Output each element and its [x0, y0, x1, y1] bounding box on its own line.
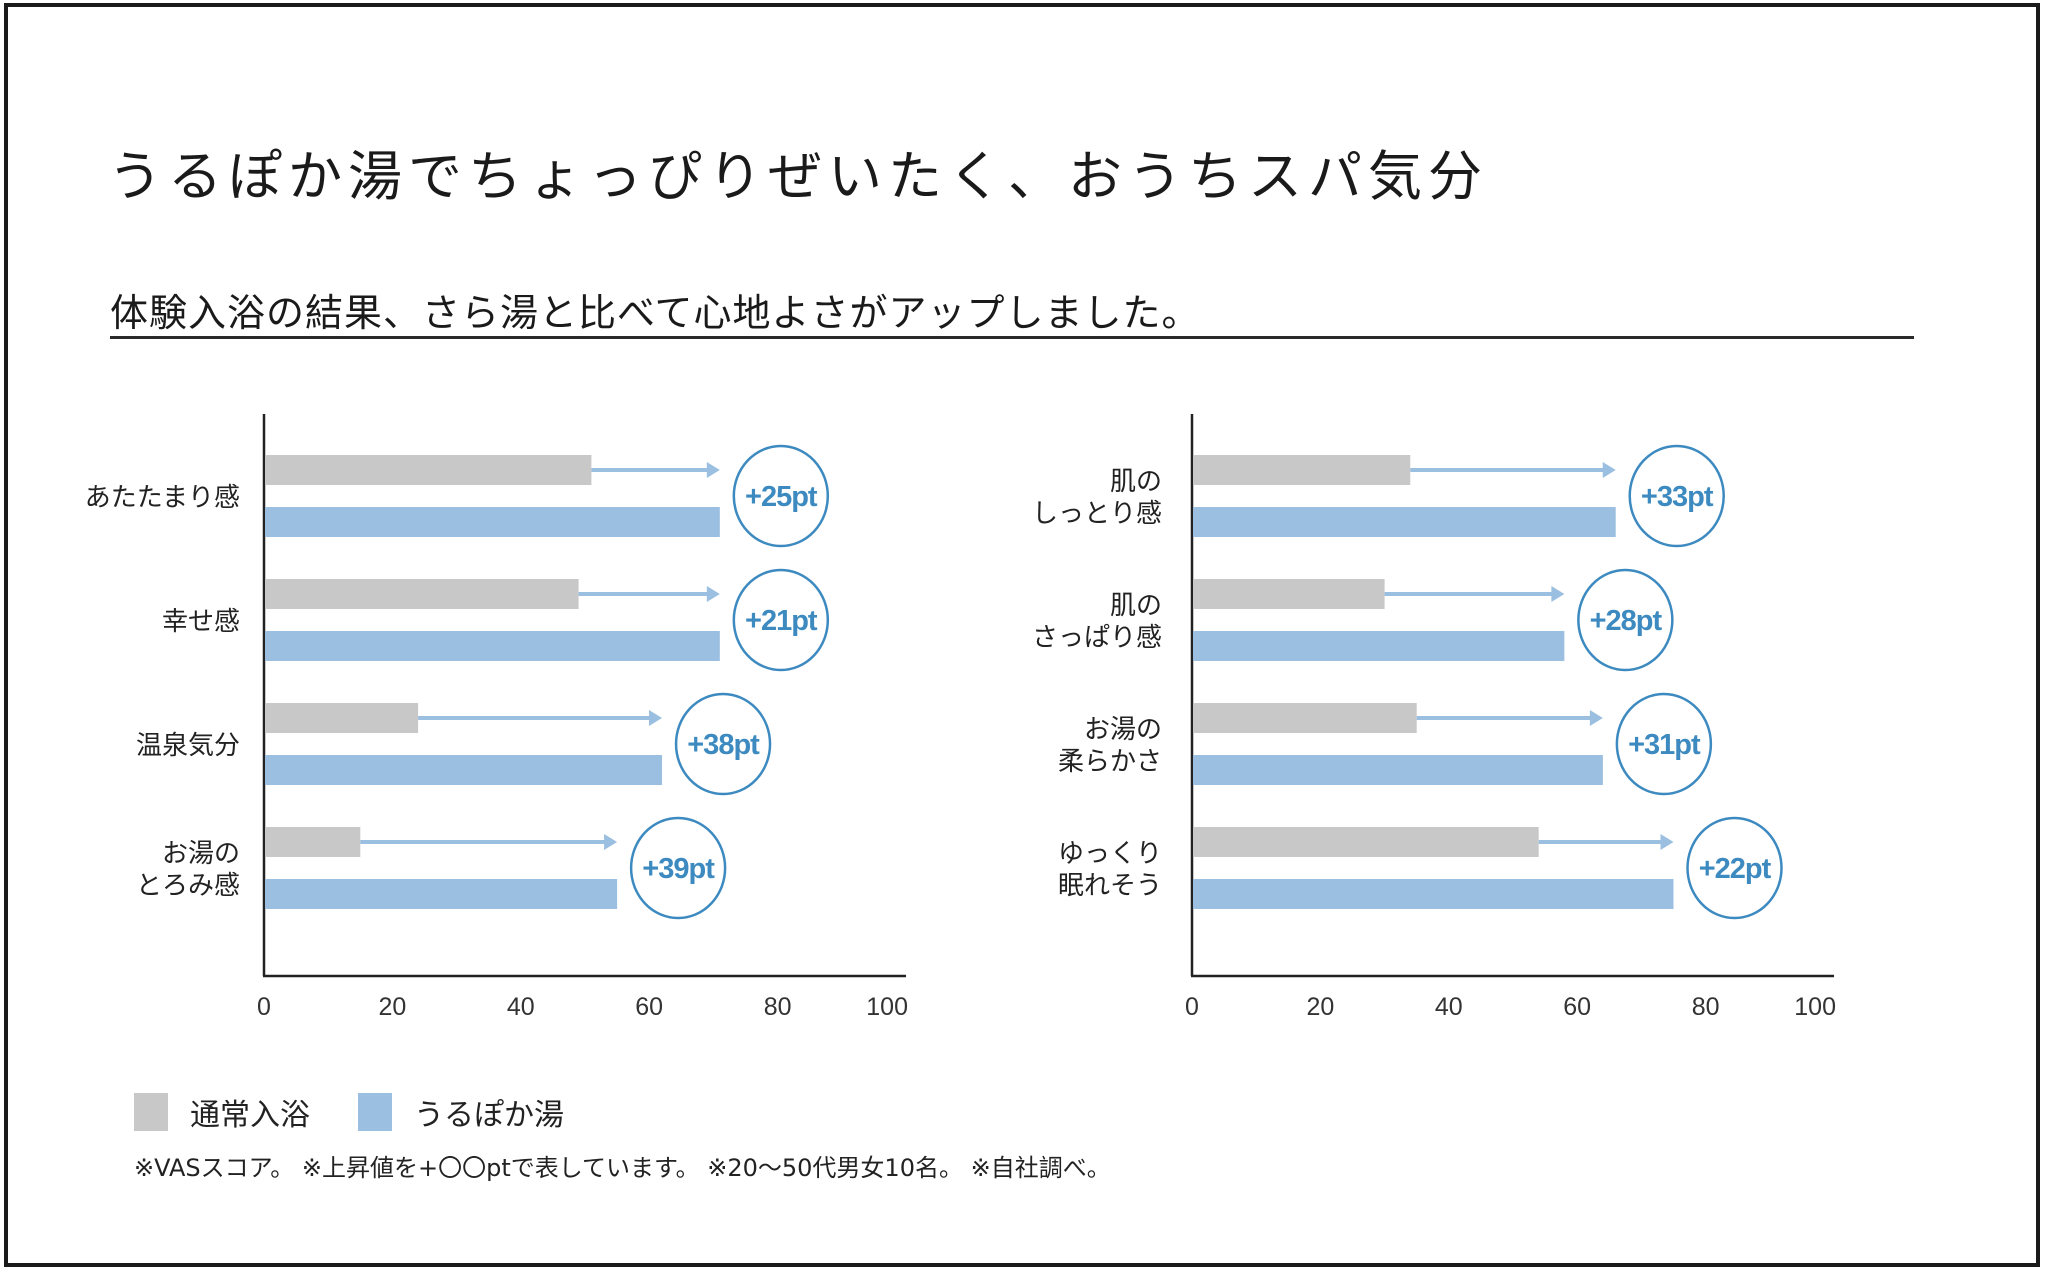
increase-arrow-head: [1551, 586, 1565, 602]
category-label: ゆっくり: [1058, 838, 1162, 868]
legend-label: うるぽか湯: [414, 1098, 564, 1133]
increase-badge: [732, 444, 830, 548]
x-tick-label: 40: [507, 993, 535, 1021]
legend-item-urupoka: うるぽか湯: [358, 1090, 564, 1134]
legend-swatch-urupoka: [358, 1093, 392, 1131]
increase-badge: [1628, 444, 1725, 548]
bar-urupoka: [265, 631, 720, 661]
x-tick-label: 60: [1563, 993, 1591, 1021]
increase-arrow-head: [1589, 710, 1603, 726]
page-subtitle: 体験入浴の結果、さら湯と比べて心地よさがアップしました。: [110, 291, 1201, 335]
bar-normal-bath: [265, 455, 592, 485]
category-label: とろみ感: [136, 870, 240, 900]
x-tick-label: 80: [1692, 993, 1720, 1021]
legend-label: 通常入浴: [190, 1098, 310, 1133]
bar-urupoka: [1193, 879, 1674, 909]
increase-arrow-head: [649, 710, 663, 726]
bar-normal-bath: [1193, 455, 1411, 485]
bar-urupoka: [265, 507, 720, 537]
increase-badge: [629, 816, 727, 920]
legend: 通常入浴 うるぽか湯: [134, 1090, 612, 1134]
bar-urupoka: [1193, 755, 1603, 785]
bar-urupoka: [265, 879, 618, 909]
increase-badge-label: +31pt: [1628, 729, 1701, 761]
category-label: 眠れそう: [1058, 870, 1162, 900]
increase-badge: [732, 568, 830, 672]
increase-badge: [674, 692, 772, 796]
bar-normal-bath: [1193, 703, 1417, 733]
category-label: 柔らかさ: [1058, 746, 1162, 776]
x-tick-label: 100: [1794, 993, 1836, 1021]
category-label: あたたまり感: [85, 482, 240, 512]
bar-urupoka: [1193, 507, 1616, 537]
increase-badge-label: +28pt: [1590, 605, 1663, 637]
category-label: 幸せ感: [162, 606, 240, 636]
x-tick-label: 80: [764, 993, 792, 1021]
increase-badge-label: +22pt: [1699, 853, 1772, 885]
legend-item-normal-bath: 通常入浴: [134, 1090, 310, 1134]
category-label: お湯の: [1084, 714, 1162, 744]
x-tick-label: 40: [1435, 993, 1463, 1021]
increase-badge-label: +21pt: [745, 605, 818, 637]
increase-arrow-head: [1660, 834, 1674, 850]
increase-arrow-head: [706, 462, 720, 478]
increase-badge: [1577, 568, 1674, 672]
increase-arrow-head: [1602, 462, 1616, 478]
bar-normal-bath: [265, 827, 361, 857]
increase-arrow-head: [706, 586, 720, 602]
bar-normal-bath: [1193, 827, 1539, 857]
increase-arrow-head: [604, 834, 618, 850]
category-label: さっぱり感: [1032, 622, 1162, 652]
increase-badge-label: +38pt: [687, 729, 760, 761]
x-tick-label: 20: [1306, 993, 1334, 1021]
category-label: 肌の: [1110, 590, 1162, 620]
x-tick-label: 0: [257, 993, 271, 1021]
x-tick-label: 20: [378, 993, 406, 1021]
x-tick-label: 0: [1185, 993, 1199, 1021]
bar-normal-bath: [265, 579, 579, 609]
increase-badge-label: +39pt: [642, 853, 715, 885]
footnote: ※VASスコア。 ※上昇値を+〇〇ptで表しています。 ※20〜50代男女10名…: [134, 1154, 1111, 1182]
page-title: うるぽか湯でちょっぴりぜいたく、おうちスパ気分: [108, 145, 1488, 208]
legend-swatch-normal-bath: [134, 1093, 168, 1131]
bar-normal-bath: [265, 703, 419, 733]
category-label: しっとり感: [1032, 498, 1162, 528]
increase-badge: [1686, 816, 1783, 920]
increase-badge-label: +33pt: [1641, 481, 1714, 513]
subtitle-divider: [110, 336, 1914, 339]
bar-urupoka: [265, 755, 663, 785]
category-label: 温泉気分: [136, 730, 240, 760]
category-label: お湯の: [162, 838, 240, 868]
category-label: 肌の: [1110, 466, 1162, 496]
bar-normal-bath: [1193, 579, 1385, 609]
x-tick-label: 60: [635, 993, 663, 1021]
increase-badge: [1615, 692, 1713, 796]
x-tick-label: 100: [866, 993, 908, 1021]
bar-urupoka: [1193, 631, 1565, 661]
increase-badge-label: +25pt: [745, 481, 818, 513]
